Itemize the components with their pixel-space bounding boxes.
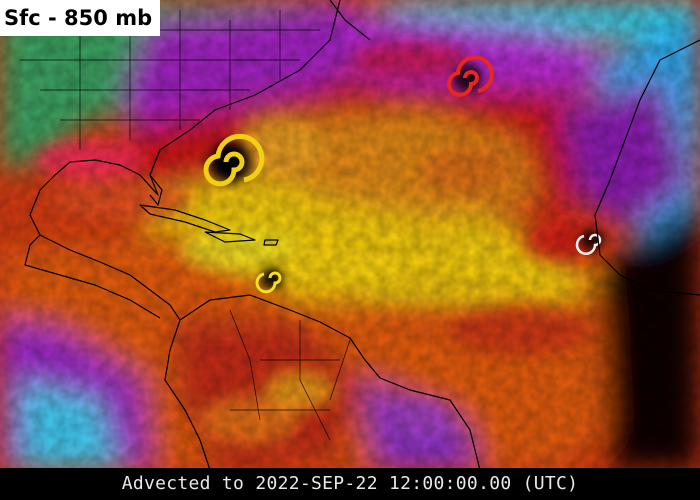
cyclone-vortex-west-atlantic xyxy=(203,133,265,188)
hispaniola-coast xyxy=(204,231,256,243)
coastlines xyxy=(24,0,700,471)
canada-north-coast xyxy=(329,0,371,41)
us-state-borders xyxy=(20,10,320,150)
country-borders xyxy=(20,10,351,441)
cyclone-vortex-caribbean xyxy=(255,264,286,294)
cuba-coast xyxy=(139,204,231,233)
south-america-coast xyxy=(179,294,481,471)
puerto-rico-coast xyxy=(263,239,279,246)
timestamp-footer: Advected to 2022-SEP-22 12:00:00.00 (UTC… xyxy=(0,468,700,500)
south-america-borders xyxy=(229,309,351,441)
layer-label: Sfc - 850 mb xyxy=(0,0,161,36)
florida-coast xyxy=(149,174,163,206)
cyclone-vortex-north-atlantic xyxy=(447,55,494,97)
central-america-coast xyxy=(39,234,181,321)
north-america-coast xyxy=(29,0,341,236)
africa-coast xyxy=(594,39,700,296)
